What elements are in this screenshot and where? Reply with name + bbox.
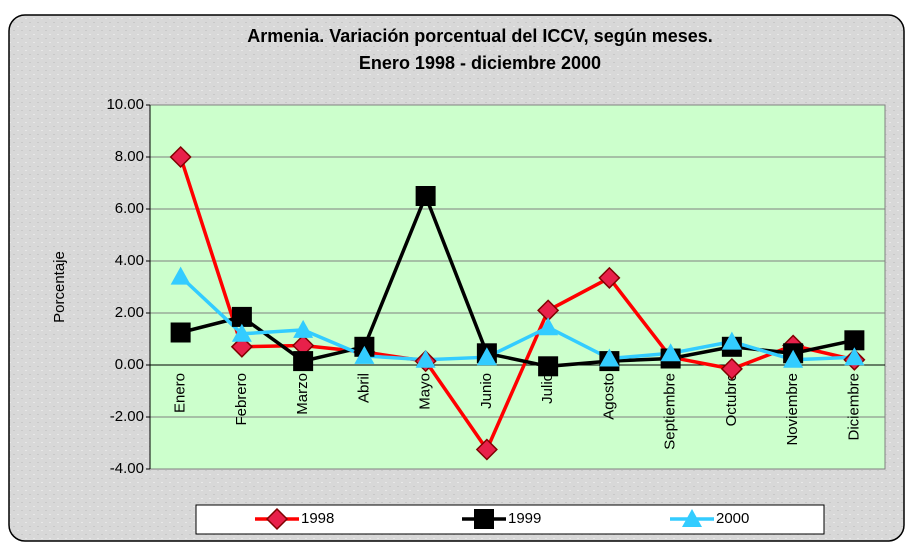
x-tick-label: Diciembre [845, 373, 862, 441]
series-line [180, 191, 855, 369]
chart-subtitle: Enero 1998 - diciembre 2000 [359, 53, 601, 73]
legend [195, 504, 825, 535]
point [844, 330, 865, 351]
x-tick-label: Febrero [233, 373, 250, 426]
y-tick-label: -2.00 [110, 408, 144, 425]
point [415, 186, 436, 206]
legend-marker [682, 509, 702, 527]
point [538, 317, 559, 336]
point [170, 322, 191, 343]
y-tick-label: -4.00 [110, 460, 144, 477]
plot-area [149, 104, 886, 470]
x-tick-label: Marzo [294, 373, 311, 415]
point [598, 266, 621, 289]
y-tick-label: 4.00 [115, 252, 144, 269]
legend-marker [474, 509, 494, 529]
point [475, 438, 498, 461]
point [783, 349, 804, 368]
point [293, 319, 314, 338]
point [660, 343, 681, 362]
y-tick-label: 10.00 [106, 96, 144, 113]
point [720, 357, 743, 380]
x-tick-label: Julio [539, 373, 556, 404]
point [476, 347, 497, 366]
legend-marker [265, 507, 289, 531]
y-tick-label: 6.00 [115, 200, 144, 217]
legend-label: 2000 [716, 510, 749, 527]
point [231, 306, 252, 327]
x-tick-label: Mayo [417, 373, 434, 410]
x-tick-label: Septiembre [662, 373, 679, 450]
point [169, 145, 192, 169]
point [844, 347, 865, 366]
x-tick-label: Octubre [723, 373, 740, 426]
point [354, 345, 375, 364]
point [170, 266, 191, 285]
point [599, 348, 620, 367]
point [293, 351, 314, 372]
y-axis-label: Porcentaje [51, 251, 68, 323]
y-tick-label: 2.00 [115, 304, 144, 321]
legend-label: 1998 [301, 510, 334, 527]
x-tick-label: Agosto [600, 373, 617, 420]
legend-label: 1999 [508, 510, 541, 527]
point [415, 349, 436, 368]
y-tick-label: 0.00 [115, 356, 144, 373]
x-tick-label: Enero [172, 373, 189, 413]
point [721, 331, 742, 350]
point [538, 356, 559, 377]
series-line [179, 275, 855, 362]
x-tick-label: Noviembre [784, 373, 801, 446]
x-tick-label: Junio [478, 373, 495, 409]
x-tick-label: Abril [355, 373, 372, 403]
chart-title: Armenia. Variación porcentual del ICCV, … [247, 26, 713, 46]
point [231, 323, 252, 342]
y-tick-label: 8.00 [115, 148, 144, 165]
